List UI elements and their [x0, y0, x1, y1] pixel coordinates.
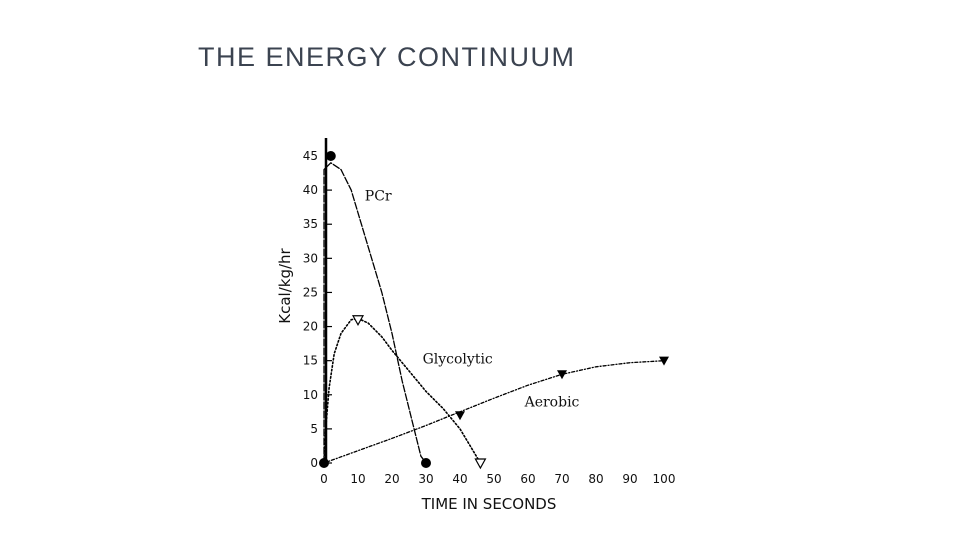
pcr-point-marker	[319, 458, 329, 468]
glycolytic-point-marker	[351, 315, 365, 326]
y-axis-label: Kcal/kg/hr	[276, 247, 294, 323]
y-tick-label: 5	[310, 422, 318, 436]
y-tick-label: 15	[303, 354, 318, 368]
x-tick-label: 40	[452, 472, 467, 486]
y-tick-label: 45	[303, 149, 318, 163]
glycolytic-series-line	[323, 317, 482, 464]
y-tick-label: 35	[303, 217, 318, 231]
aerobic-point-marker	[557, 370, 567, 380]
aerobic-point-marker	[455, 411, 465, 421]
y-tick-label: 30	[303, 251, 318, 265]
x-tick-label: 70	[554, 472, 569, 486]
glycolytic-point-marker	[474, 458, 487, 470]
slide-title: THE ENERGY CONTINUUM	[198, 42, 576, 72]
x-tick-label: 60	[520, 472, 535, 486]
chart-axes: 0 5 10 15 20 25 30 35 40 45 0 10 20 30 40 50 60 70 80 90 100	[303, 138, 676, 486]
aerobic-series-label: Aerobic	[524, 394, 580, 410]
x-tick-label: 100	[653, 472, 676, 486]
x-tick-label: 90	[622, 472, 637, 486]
y-tick-label: 40	[303, 183, 318, 197]
series-annotations: PCr Glycolytic Aerobic	[365, 188, 580, 410]
glycolytic-series-label: Glycolytic	[423, 351, 493, 367]
x-tick-label: 50	[486, 472, 501, 486]
x-axis-label: TIME IN SECONDS	[421, 495, 557, 513]
pcr-series-line	[323, 162, 427, 464]
series-lines	[323, 162, 665, 464]
aerobic-point-marker	[659, 356, 669, 366]
x-tick-label: 20	[384, 472, 399, 486]
x-tick-label: 30	[418, 472, 433, 486]
aerobic-series-line	[323, 360, 665, 464]
pcr-point-marker	[325, 151, 336, 161]
x-tick-label: 80	[588, 472, 603, 486]
pcr-series-label: PCr	[365, 188, 392, 204]
y-tick-label: 20	[303, 320, 318, 334]
y-tick-label: 0	[310, 456, 318, 470]
x-tick-label: 0	[320, 472, 328, 486]
series-markers	[319, 151, 669, 470]
pcr-point-marker	[421, 458, 431, 468]
y-tick-label: 10	[303, 388, 318, 402]
y-tick-label: 25	[303, 285, 318, 299]
x-tick-label: 10	[350, 472, 365, 486]
